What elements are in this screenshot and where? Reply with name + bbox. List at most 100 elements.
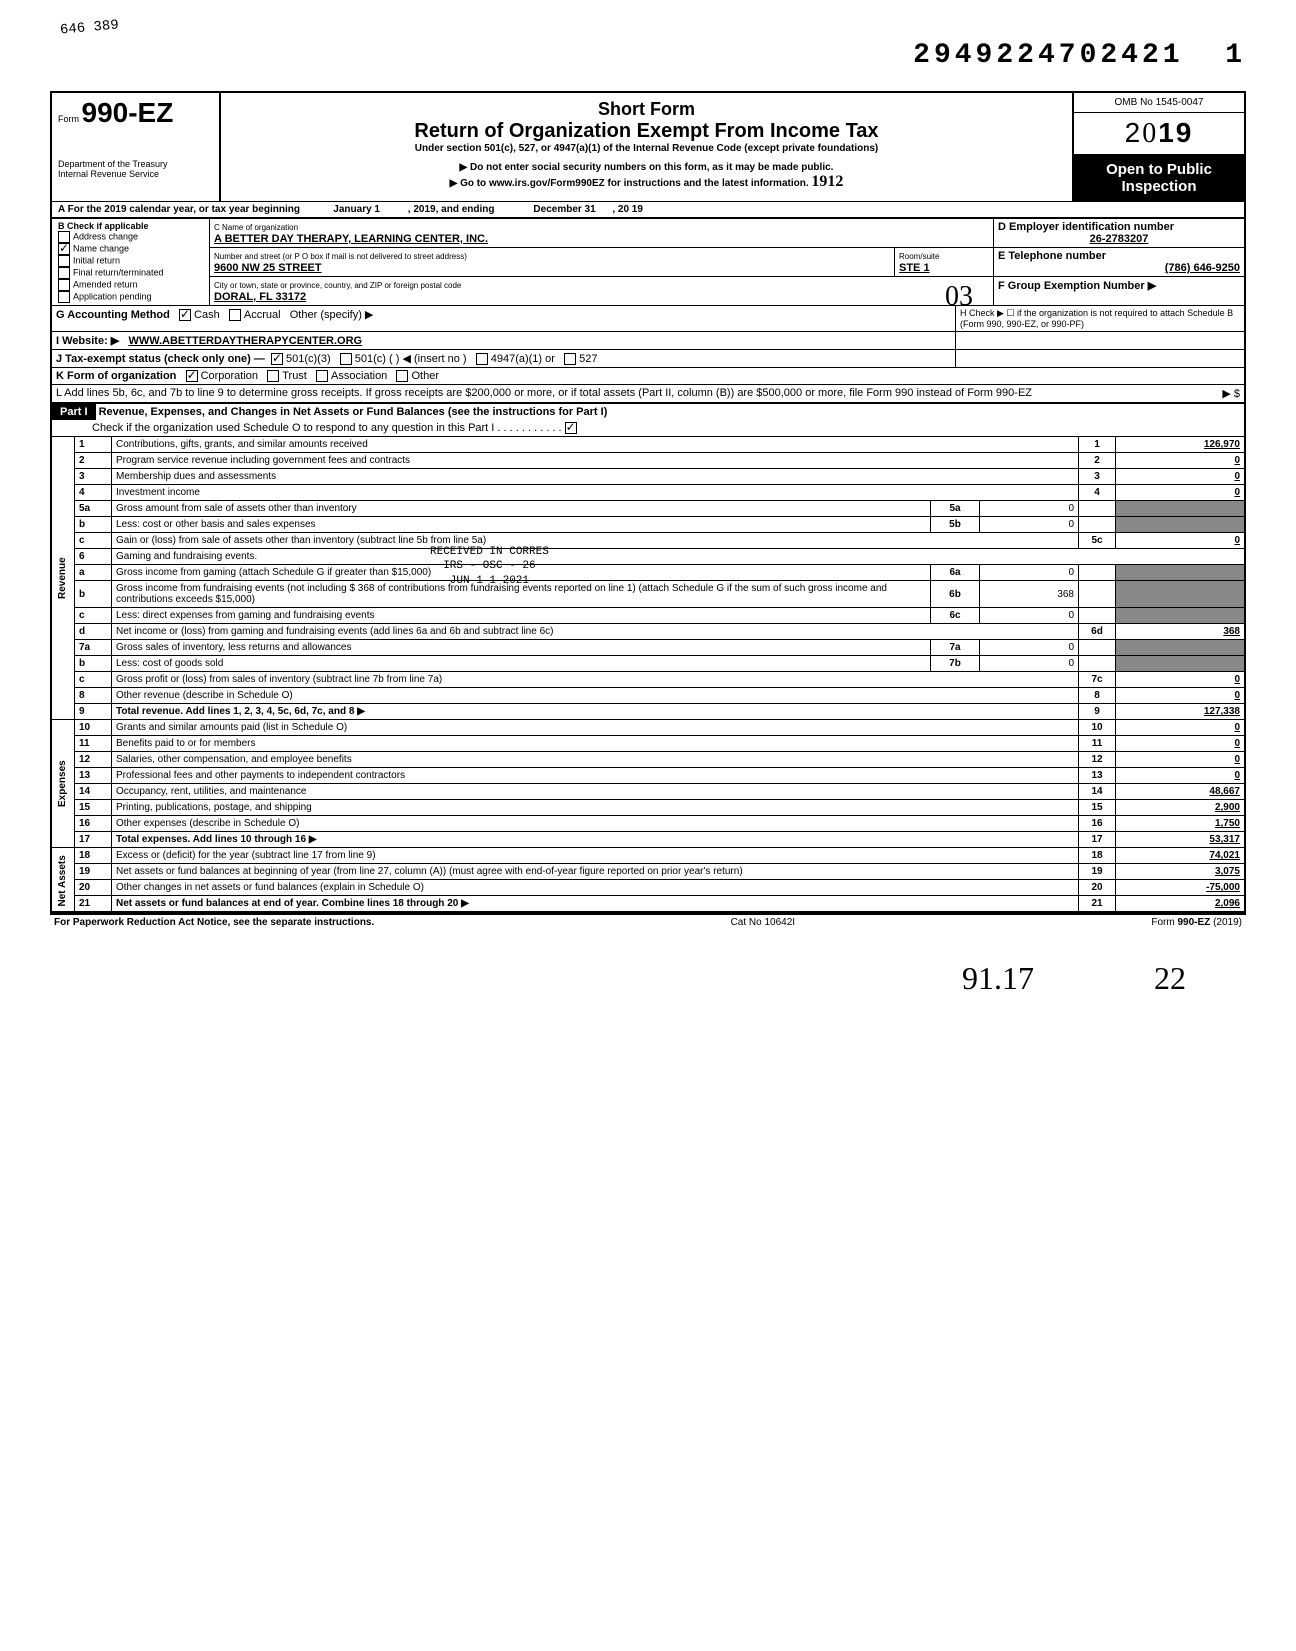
footer: For Paperwork Reduction Act Notice, see … — [50, 913, 1246, 930]
form-header: Form 990-EZ Department of the Treasury I… — [50, 91, 1246, 201]
cb-name-change[interactable] — [58, 243, 70, 255]
line-amount: 2,096 — [1116, 896, 1246, 913]
cb-trust[interactable] — [267, 370, 279, 382]
line-number: 9 — [75, 704, 112, 720]
table-row: 11Benefits paid to or for members110 — [51, 736, 1245, 752]
line-desc: Other revenue (describe in Schedule O) — [112, 688, 1079, 704]
shaded-box — [1079, 581, 1116, 608]
line-number: 13 — [75, 768, 112, 784]
line-number: 15 — [75, 800, 112, 816]
line-desc: Contributions, gifts, grants, and simila… — [112, 437, 1079, 453]
line-desc: Less: cost or other basis and sales expe… — [112, 517, 931, 533]
line-amount: 0 — [1116, 752, 1246, 768]
title-short-form: Short Form — [231, 99, 1062, 120]
table-row: 19Net assets or fund balances at beginni… — [51, 864, 1245, 880]
shaded-amount — [1116, 581, 1246, 608]
row-i: I Website: ▶ WWW.ABETTERDAYTHERAPYCENTER… — [50, 331, 1246, 349]
lbl-accrual: Accrual — [244, 309, 281, 321]
line-box: 17 — [1079, 832, 1116, 848]
bottom-handwriting: 91.17 22 — [50, 930, 1246, 997]
cb-527[interactable] — [564, 353, 576, 365]
hand-9117: 91.17 — [962, 960, 1034, 997]
line-number: c — [75, 672, 112, 688]
table-row: 7aGross sales of inventory, less returns… — [51, 640, 1245, 656]
addr-label: Number and street (or P O box if mail is… — [214, 252, 467, 261]
table-row: 21Net assets or fund balances at end of … — [51, 896, 1245, 913]
table-row: 13Professional fees and other payments t… — [51, 768, 1245, 784]
line-desc: Net assets or fund balances at beginning… — [112, 864, 1079, 880]
lbl-trust: Trust — [282, 370, 307, 382]
cb-accrual[interactable] — [229, 309, 241, 321]
line-amount: 0 — [1116, 736, 1246, 752]
cb-cash[interactable] — [179, 309, 191, 321]
shaded-box — [1079, 501, 1116, 517]
part1-label: Part I — [52, 404, 96, 420]
table-row: bLess: cost of goods sold7b0 — [51, 656, 1245, 672]
line-amount: 3,075 — [1116, 864, 1246, 880]
cb-final-return[interactable] — [58, 267, 70, 279]
section-def: D Employer identification number 26-2783… — [993, 219, 1244, 305]
row-l-text: L Add lines 5b, 6c, and 7b to line 9 to … — [52, 385, 1116, 402]
line-desc: Occupancy, rent, utilities, and maintena… — [112, 784, 1079, 800]
line-box: 18 — [1079, 848, 1116, 864]
shaded-box — [1079, 640, 1116, 656]
line-box: 1 — [1079, 437, 1116, 453]
shaded-amount — [1116, 640, 1246, 656]
line-amount: -75,000 — [1116, 880, 1246, 896]
line-number: 11 — [75, 736, 112, 752]
section-b-label: B Check if applicable — [58, 221, 149, 231]
line-desc: Gross amount from sale of assets other t… — [112, 501, 931, 517]
cb-other-org[interactable] — [396, 370, 408, 382]
table-row: cGain or (loss) from sale of assets othe… — [51, 533, 1245, 549]
cb-schedule-o[interactable] — [565, 422, 577, 434]
cb-application-pending[interactable] — [58, 291, 70, 303]
city-label: City or town, state or province, country… — [214, 281, 461, 290]
inner-amount: 0 — [980, 640, 1079, 656]
shaded-amount — [1116, 517, 1246, 533]
stamp-received-corres: RECEIVED IN CORRES IRS - OSC - 26 JUN 1 … — [430, 545, 549, 588]
line-number: 6 — [75, 549, 112, 565]
inner-box: 6c — [931, 608, 980, 624]
line-number: a — [75, 565, 112, 581]
form-prefix: Form — [58, 114, 79, 124]
cb-corporation[interactable] — [186, 370, 198, 382]
top-left-stamp: 646 389 — [59, 17, 119, 38]
line-amount: 74,021 — [1116, 848, 1246, 864]
hand-22: 22 — [1154, 960, 1186, 997]
cb-association[interactable] — [316, 370, 328, 382]
inner-amount: 0 — [980, 656, 1079, 672]
cb-4947[interactable] — [476, 353, 488, 365]
line-number: 2 — [75, 453, 112, 469]
table-row: 6Gaming and fundraising events. — [51, 549, 1245, 565]
line-desc: Other changes in net assets or fund bala… — [112, 880, 1079, 896]
line-desc: Total revenue. Add lines 1, 2, 3, 4, 5c,… — [112, 704, 1079, 720]
dln: 2949224702421 — [913, 40, 1183, 71]
table-row: 16Other expenses (describe in Schedule O… — [51, 816, 1245, 832]
line-desc: Investment income — [112, 485, 1079, 501]
line-amount: 0 — [1116, 768, 1246, 784]
line-box: 19 — [1079, 864, 1116, 880]
part1-title: Revenue, Expenses, and Changes in Net As… — [99, 406, 608, 418]
line-number: 7a — [75, 640, 112, 656]
line-number: 16 — [75, 816, 112, 832]
title-return: Return of Organization Exempt From Incom… — [231, 120, 1062, 143]
table-row: 2Program service revenue including gover… — [51, 453, 1245, 469]
cb-501c3[interactable] — [271, 353, 283, 365]
cb-amended-return[interactable] — [58, 279, 70, 291]
cb-501c[interactable] — [340, 353, 352, 365]
cb-initial-return[interactable] — [58, 255, 70, 267]
street: 9600 NW 25 STREET — [214, 262, 322, 274]
table-row: cGross profit or (loss) from sales of in… — [51, 672, 1245, 688]
table-row: 20Other changes in net assets or fund ba… — [51, 880, 1245, 896]
table-row: 17Total expenses. Add lines 10 through 1… — [51, 832, 1245, 848]
line-amount: 0 — [1116, 485, 1246, 501]
line-box: 13 — [1079, 768, 1116, 784]
line-number: b — [75, 517, 112, 533]
part1-header-row: Part I Revenue, Expenses, and Changes in… — [50, 404, 1246, 436]
line-number: 8 — [75, 688, 112, 704]
inner-amount: 0 — [980, 517, 1079, 533]
part1-table: Revenue1Contributions, gifts, grants, an… — [50, 436, 1246, 913]
ein: 26-2783207 — [1090, 233, 1149, 245]
line-amount: 1,750 — [1116, 816, 1246, 832]
line-box: 5c — [1079, 533, 1116, 549]
